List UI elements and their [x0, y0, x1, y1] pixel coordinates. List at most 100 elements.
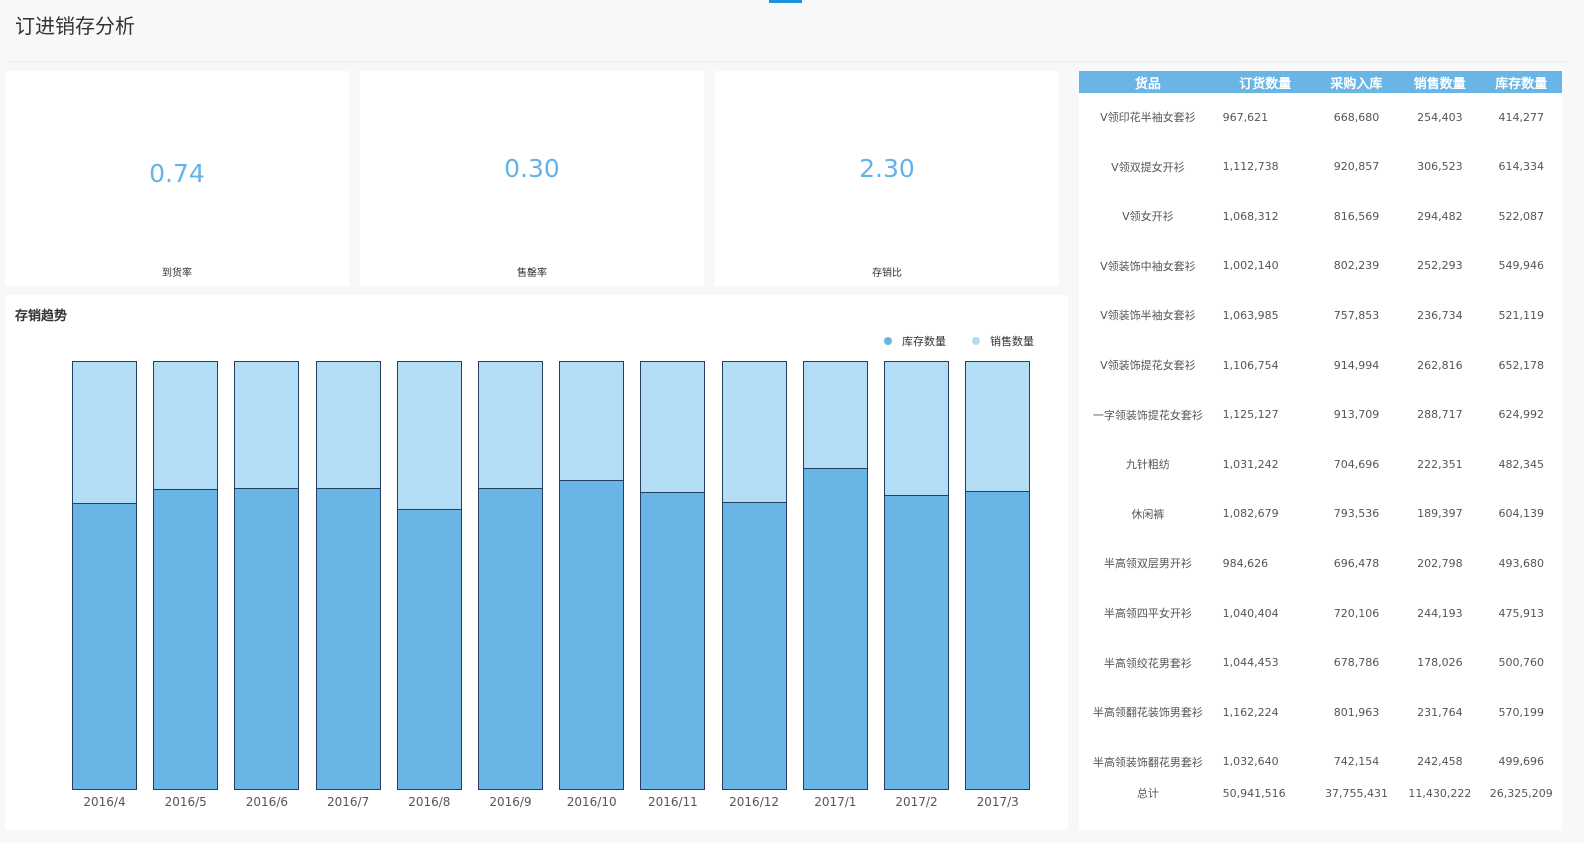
table-row[interactable]: 休闲裤 1,082,679 793,536 189,397 604,139	[1079, 504, 1562, 524]
table-cell: 九针粗纺	[1125, 458, 1170, 472]
table-cell: 242,458	[1417, 755, 1463, 769]
table-cell: 614,334	[1498, 160, 1545, 174]
x-tick-label: 2017/1	[814, 795, 857, 809]
table-cell: 499,696	[1498, 755, 1545, 769]
table-cell: 414,277	[1498, 110, 1545, 124]
table-row[interactable]: V领双提女开衫 1,112,738 920,857 306,523 614,334	[1079, 157, 1562, 177]
table-row[interactable]: 一字领装饰提花女套衫 1,125,127 913,709 288,717 624,992	[1079, 405, 1562, 425]
table-row[interactable]: V领装饰提花女套衫 1,106,754 914,994 262,816 652,178	[1079, 355, 1562, 375]
bar-segment-sales[interactable]	[641, 362, 705, 493]
x-tick-label: 2016/5	[164, 795, 207, 809]
table-cell: 半高领绞花男套衫	[1103, 656, 1192, 670]
table-cell: 570,199	[1498, 705, 1545, 719]
legend-label: 销售数量	[990, 335, 1034, 348]
chart-title: 存销趋势	[15, 309, 68, 324]
bar-segment-sales[interactable]	[397, 362, 461, 510]
table-row[interactable]: V领女开衫 1,068,312 816,569 294,482 522,087	[1079, 206, 1562, 226]
table-row[interactable]: 半高领绞花男套衫 1,044,453 678,786 178,026 500,760	[1079, 653, 1562, 673]
bar-segment-stock[interactable]	[885, 495, 948, 789]
bar-2017/1[interactable]	[802, 361, 868, 790]
bar-segment-sales[interactable]	[316, 362, 380, 488]
bar-segment-stock[interactable]	[479, 488, 542, 789]
x-tick-label: 2017/3	[976, 795, 1019, 809]
table-cell: 189,397	[1417, 507, 1463, 521]
bar-segment-stock[interactable]	[154, 489, 218, 789]
bar-2016/4[interactable]	[72, 361, 137, 790]
table-cell: V领装饰提花女套衫	[1100, 359, 1196, 372]
bar-2016/8[interactable]	[396, 361, 462, 790]
table-cell: 652,178	[1498, 358, 1545, 372]
table-cell: 668,680	[1333, 110, 1380, 124]
total-cell: 总计	[1136, 787, 1159, 800]
table-cell: 1,002,140	[1222, 259, 1279, 273]
table-cell: 288,717	[1417, 408, 1463, 422]
bar-segment-stock[interactable]	[803, 468, 867, 789]
table-cell: 1,031,242	[1222, 457, 1279, 471]
bar-2016/10[interactable]	[559, 361, 625, 790]
x-tick-label: 2016/11	[647, 795, 698, 809]
table-cell: 1,125,127	[1222, 408, 1279, 422]
bar-2017/3[interactable]	[965, 361, 1031, 790]
column-header[interactable]: 采购入库	[1330, 76, 1383, 92]
bar-2016/9[interactable]	[478, 361, 543, 790]
kpi-value: 2.30	[859, 154, 915, 183]
kpi-label: 售罄率	[517, 268, 547, 279]
legend-item-sales[interactable]: 销售数量	[972, 333, 1034, 349]
table-cell: 913,709	[1333, 408, 1380, 422]
bar-2016/5[interactable]	[153, 361, 219, 790]
table-cell: 休闲裤	[1131, 507, 1165, 521]
column-header[interactable]: 货品	[1134, 76, 1161, 92]
table-cell: 604,139	[1498, 507, 1545, 521]
table-cell: 500,760	[1498, 656, 1545, 670]
bar-segment-sales[interactable]	[560, 362, 624, 481]
table-cell: 914,994	[1333, 358, 1380, 372]
bar-2016/12[interactable]	[721, 361, 787, 790]
x-tick-label: 2016/7	[326, 795, 370, 809]
table-cell: 1,068,312	[1222, 209, 1279, 223]
bar-segment-stock[interactable]	[560, 480, 624, 789]
divider	[5, 61, 1568, 62]
table-row[interactable]: V领装饰中袖女套衫 1,002,140 802,239 252,293 549,946	[1079, 256, 1562, 276]
bar-segment-stock[interactable]	[397, 509, 461, 789]
bar-2016/7[interactable]	[315, 361, 381, 790]
table-cell: 624,992	[1498, 408, 1545, 422]
table-cell: 1,112,738	[1222, 160, 1279, 174]
bar-segment-stock[interactable]	[73, 503, 136, 789]
table-cell: 704,696	[1333, 457, 1380, 471]
stock-sales-trend-chart: 存销趋势 库存数量 销售数量 2016/4 2016/5 2016/6 2016/7 2…	[5, 295, 1068, 830]
table-row[interactable]: 半高领双层男开衫 984,626 696,478 202,798 493,680	[1079, 553, 1562, 573]
column-header[interactable]: 销售数量	[1413, 76, 1466, 92]
bar-segment-stock[interactable]	[316, 487, 380, 789]
table-row[interactable]: 半高领四平女开衫 1,040,404 720,106 244,193 475,913	[1079, 603, 1562, 623]
bar-2017/2[interactable]	[884, 361, 949, 790]
bar-segment-sales[interactable]	[73, 362, 136, 504]
table-cell: 920,857	[1333, 160, 1380, 174]
bar-segment-sales[interactable]	[479, 362, 542, 489]
bar-segment-sales[interactable]	[803, 362, 867, 469]
bar-segment-sales[interactable]	[885, 362, 948, 496]
table-cell: 1,106,754	[1222, 358, 1279, 372]
table-row[interactable]: 半高领翻花装饰男套衫 1,162,224 801,963 231,764 570,199	[1079, 702, 1562, 722]
bar-segment-sales[interactable]	[722, 362, 786, 503]
bar-segment-sales[interactable]	[966, 362, 1030, 492]
total-cell: 26,325,209	[1489, 786, 1553, 800]
bar-segment-stock[interactable]	[966, 491, 1030, 789]
bar-segment-stock[interactable]	[235, 488, 299, 789]
legend-item-stock[interactable]: 库存数量	[884, 333, 946, 349]
bar-segment-stock[interactable]	[641, 492, 705, 789]
bar-segment-stock[interactable]	[722, 502, 786, 789]
table-row[interactable]: V领印花半袖女套衫 967,621 668,680 254,403 414,277	[1079, 107, 1562, 127]
table-cell: 306,523	[1417, 160, 1463, 174]
table-cell: 294,482	[1417, 209, 1463, 223]
column-header[interactable]: 库存数量	[1495, 76, 1548, 92]
table-row[interactable]: 半高领装饰翻花男套衫 1,032,640 742,154 242,458 499,696	[1079, 752, 1562, 772]
table-cell: 493,680	[1498, 556, 1545, 570]
kpi-card-sellthrough-rate: 0.30 售罄率	[360, 71, 704, 286]
table-row[interactable]: 九针粗纺 1,031,242 704,696 222,351 482,345	[1079, 454, 1562, 474]
bar-2016/6[interactable]	[234, 361, 300, 790]
bar-2016/11[interactable]	[640, 361, 706, 790]
bar-segment-sales[interactable]	[235, 362, 299, 489]
column-header[interactable]: 订货数量	[1239, 76, 1292, 92]
table-row[interactable]: V领装饰半袖女套衫 1,063,985 757,853 236,734 521,119	[1079, 305, 1562, 325]
bar-segment-sales[interactable]	[154, 362, 218, 490]
